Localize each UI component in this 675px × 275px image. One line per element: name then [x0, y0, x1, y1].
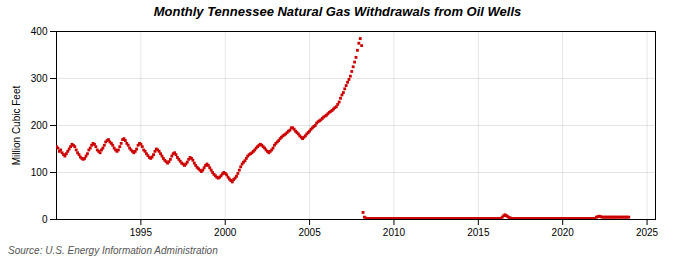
- svg-text:100: 100: [31, 167, 48, 178]
- svg-text:1995: 1995: [130, 227, 153, 238]
- svg-text:0: 0: [42, 214, 48, 225]
- svg-text:2015: 2015: [467, 227, 490, 238]
- svg-text:200: 200: [31, 120, 48, 131]
- svg-text:2020: 2020: [552, 227, 575, 238]
- html-text:Source: U.S. Energy Informatio: Source: U.S. Energy Information Administ…: [8, 245, 218, 256]
- svg-text:2005: 2005: [298, 227, 321, 238]
- svg-text:400: 400: [31, 26, 48, 37]
- svg-text:300: 300: [31, 73, 48, 84]
- svg-text:Million Cubic Feet: Million Cubic Feet: [11, 86, 22, 166]
- svg-text:2025: 2025: [636, 227, 659, 238]
- svg-text:2000: 2000: [214, 227, 237, 238]
- svg-text:2010: 2010: [383, 227, 406, 238]
- html-text:Monthly Tennessee Natural Gas: Monthly Tennessee Natural Gas Withdrawal…: [153, 4, 522, 19]
